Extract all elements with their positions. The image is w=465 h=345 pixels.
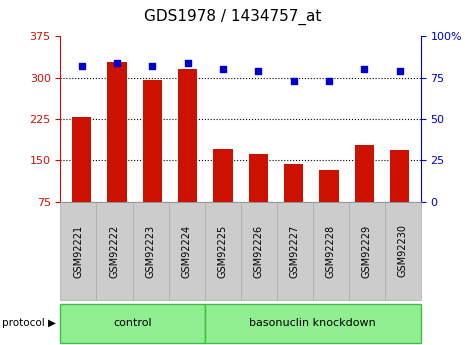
Text: GSM92223: GSM92223 [146,225,156,277]
Point [290,78,297,84]
Point [254,68,262,74]
Text: protocol ▶: protocol ▶ [2,318,56,328]
Text: GSM92224: GSM92224 [181,225,192,277]
Text: GSM92230: GSM92230 [398,225,408,277]
Point [149,63,156,69]
Bar [213,149,232,202]
Point [325,78,332,84]
Point [78,63,86,69]
Text: GSM92228: GSM92228 [326,225,336,277]
Point [360,67,368,72]
Bar [107,62,126,202]
Text: GSM92225: GSM92225 [218,224,228,278]
Point [219,67,227,72]
Point [184,60,192,66]
Bar [319,170,339,202]
Text: GSM92227: GSM92227 [290,224,300,278]
Text: basonuclin knockdown: basonuclin knockdown [249,318,376,328]
Bar [143,80,162,202]
Text: GSM92222: GSM92222 [109,224,120,278]
Text: GDS1978 / 1434757_at: GDS1978 / 1434757_at [144,9,321,25]
Bar [355,145,374,202]
Bar [284,164,303,202]
Text: control: control [113,318,152,328]
Point [396,68,403,74]
Bar [390,150,409,202]
Text: GSM92226: GSM92226 [253,225,264,277]
Bar [72,117,91,202]
Bar [249,154,268,202]
Text: GSM92221: GSM92221 [73,225,84,277]
Point [113,60,121,66]
Bar [178,69,197,202]
Text: GSM92229: GSM92229 [362,225,372,277]
